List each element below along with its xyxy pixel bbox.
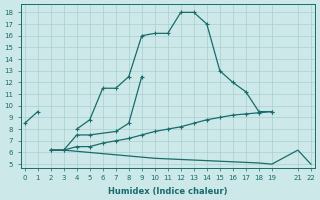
X-axis label: Humidex (Indice chaleur): Humidex (Indice chaleur): [108, 187, 228, 196]
